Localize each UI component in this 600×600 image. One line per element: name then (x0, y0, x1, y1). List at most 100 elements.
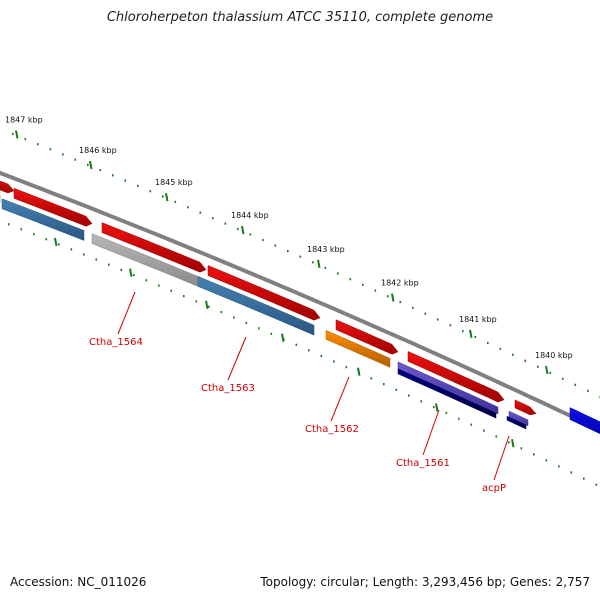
inner-minor-tick (458, 417, 460, 420)
ruler-minor-tick (324, 266, 327, 269)
ruler-major-tick (89, 160, 93, 170)
ruler-minor-tick (512, 353, 514, 356)
ruler-minor-tick (37, 143, 39, 146)
ruler-minor-tick (162, 195, 164, 198)
ruler-minor-tick (387, 295, 389, 298)
kbp-label: 1840 kbp (535, 351, 573, 360)
ruler-minor-tick (424, 312, 427, 315)
ruler-minor-tick (437, 318, 439, 321)
ruler-minor-tick (149, 190, 152, 193)
ruler-minor-tick (99, 168, 102, 172)
cds-bar (335, 319, 399, 355)
feature-bar-blue (569, 407, 600, 435)
ruler-minor-tick (87, 163, 89, 166)
ruler-minor-tick (462, 330, 464, 333)
feature-bar-navy (397, 368, 497, 419)
inner-minor-tick (483, 429, 485, 432)
inner-minor-tick (370, 377, 373, 380)
ruler-minor-tick (274, 244, 277, 247)
inner-minor-tick (595, 483, 598, 486)
inner-minor-tick (20, 228, 23, 231)
gene-leader-line (330, 376, 350, 422)
gene-leader-line (422, 409, 440, 456)
gene-label: Ctha_1563 (201, 383, 255, 394)
inner-minor-tick (245, 321, 248, 324)
inner-major-tick (357, 367, 361, 376)
inner-minor-tick (470, 423, 473, 426)
inner-minor-tick (58, 243, 60, 246)
ruler-minor-tick (487, 341, 489, 345)
cds-bar (207, 265, 321, 321)
ruler-major-tick (391, 293, 395, 302)
kbp-label: 1844 kbp (231, 211, 269, 220)
ruler-minor-tick (199, 211, 202, 214)
inner-minor-tick (383, 383, 385, 386)
ruler-minor-tick (187, 206, 189, 209)
cds-bar (13, 187, 93, 227)
cds-bar (0, 180, 15, 194)
inner-minor-tick (45, 238, 48, 241)
inner-minor-tick (70, 248, 73, 251)
inner-minor-tick (433, 406, 435, 409)
genome-backbone (0, 170, 600, 433)
inner-minor-tick (8, 223, 10, 226)
ruler-minor-tick (49, 148, 52, 151)
inner-major-tick (435, 403, 439, 412)
ruler-minor-tick (74, 158, 77, 161)
inner-minor-tick (270, 332, 273, 335)
ruler-minor-tick (262, 238, 264, 242)
inner-minor-tick (170, 289, 173, 292)
ruler-minor-tick (587, 389, 589, 393)
inner-minor-tick (233, 316, 235, 319)
inner-minor-tick (295, 343, 298, 346)
gene-label: Ctha_1562 (305, 424, 359, 435)
ruler-minor-tick (237, 227, 239, 231)
ruler-minor-tick (312, 261, 314, 264)
cds-bar (514, 399, 537, 416)
inner-minor-tick (258, 327, 260, 330)
inner-minor-tick (95, 258, 98, 261)
inner-minor-tick (395, 388, 398, 391)
ruler-minor-tick (337, 272, 339, 275)
inner-minor-tick (208, 305, 210, 308)
ruler-minor-tick (474, 335, 477, 339)
ruler-minor-tick (62, 153, 64, 156)
gene-label: Ctha_1564 (89, 337, 143, 348)
inner-major-tick (281, 333, 285, 342)
gene-leader-line (493, 435, 510, 481)
ruler-major-tick (317, 259, 321, 269)
inner-major-tick (511, 439, 515, 448)
kbp-label: 1846 kbp (79, 146, 117, 155)
inner-minor-tick (33, 233, 35, 236)
inner-minor-tick (333, 360, 335, 363)
kbp-label: 1847 kbp (5, 115, 43, 124)
ruler-minor-tick (549, 371, 552, 374)
kbp-label: 1845 kbp (155, 178, 193, 187)
inner-minor-tick (345, 366, 348, 369)
ruler-major-tick (241, 225, 245, 235)
ruler-minor-tick (562, 377, 564, 380)
kbp-label: 1843 kbp (307, 245, 345, 254)
gene-leader-line (117, 291, 136, 335)
inner-minor-tick (495, 435, 498, 438)
inner-minor-tick (570, 471, 573, 474)
inner-minor-tick (183, 294, 185, 298)
ruler-minor-tick (449, 324, 452, 327)
inner-minor-tick (508, 441, 510, 444)
ruler-minor-tick (374, 289, 377, 292)
feature-bar-steelblue (1, 198, 85, 241)
inner-major-tick (129, 268, 133, 277)
inner-minor-tick (520, 447, 523, 450)
ruler-major-tick (165, 192, 169, 202)
feature-bar-orange (325, 330, 391, 368)
inner-minor-tick (420, 400, 423, 403)
feature-bar-navy (506, 415, 527, 430)
map-title: Chloroherpeton thalassium ATCC 35110, co… (106, 10, 494, 25)
inner-minor-tick (83, 253, 85, 256)
ruler-minor-tick (174, 200, 177, 204)
inner-minor-tick (120, 268, 123, 271)
inner-major-tick (205, 300, 209, 309)
accession-text: Accession: NC_011026 (10, 575, 147, 589)
ruler-minor-tick (12, 132, 14, 136)
inner-minor-tick (583, 477, 585, 480)
